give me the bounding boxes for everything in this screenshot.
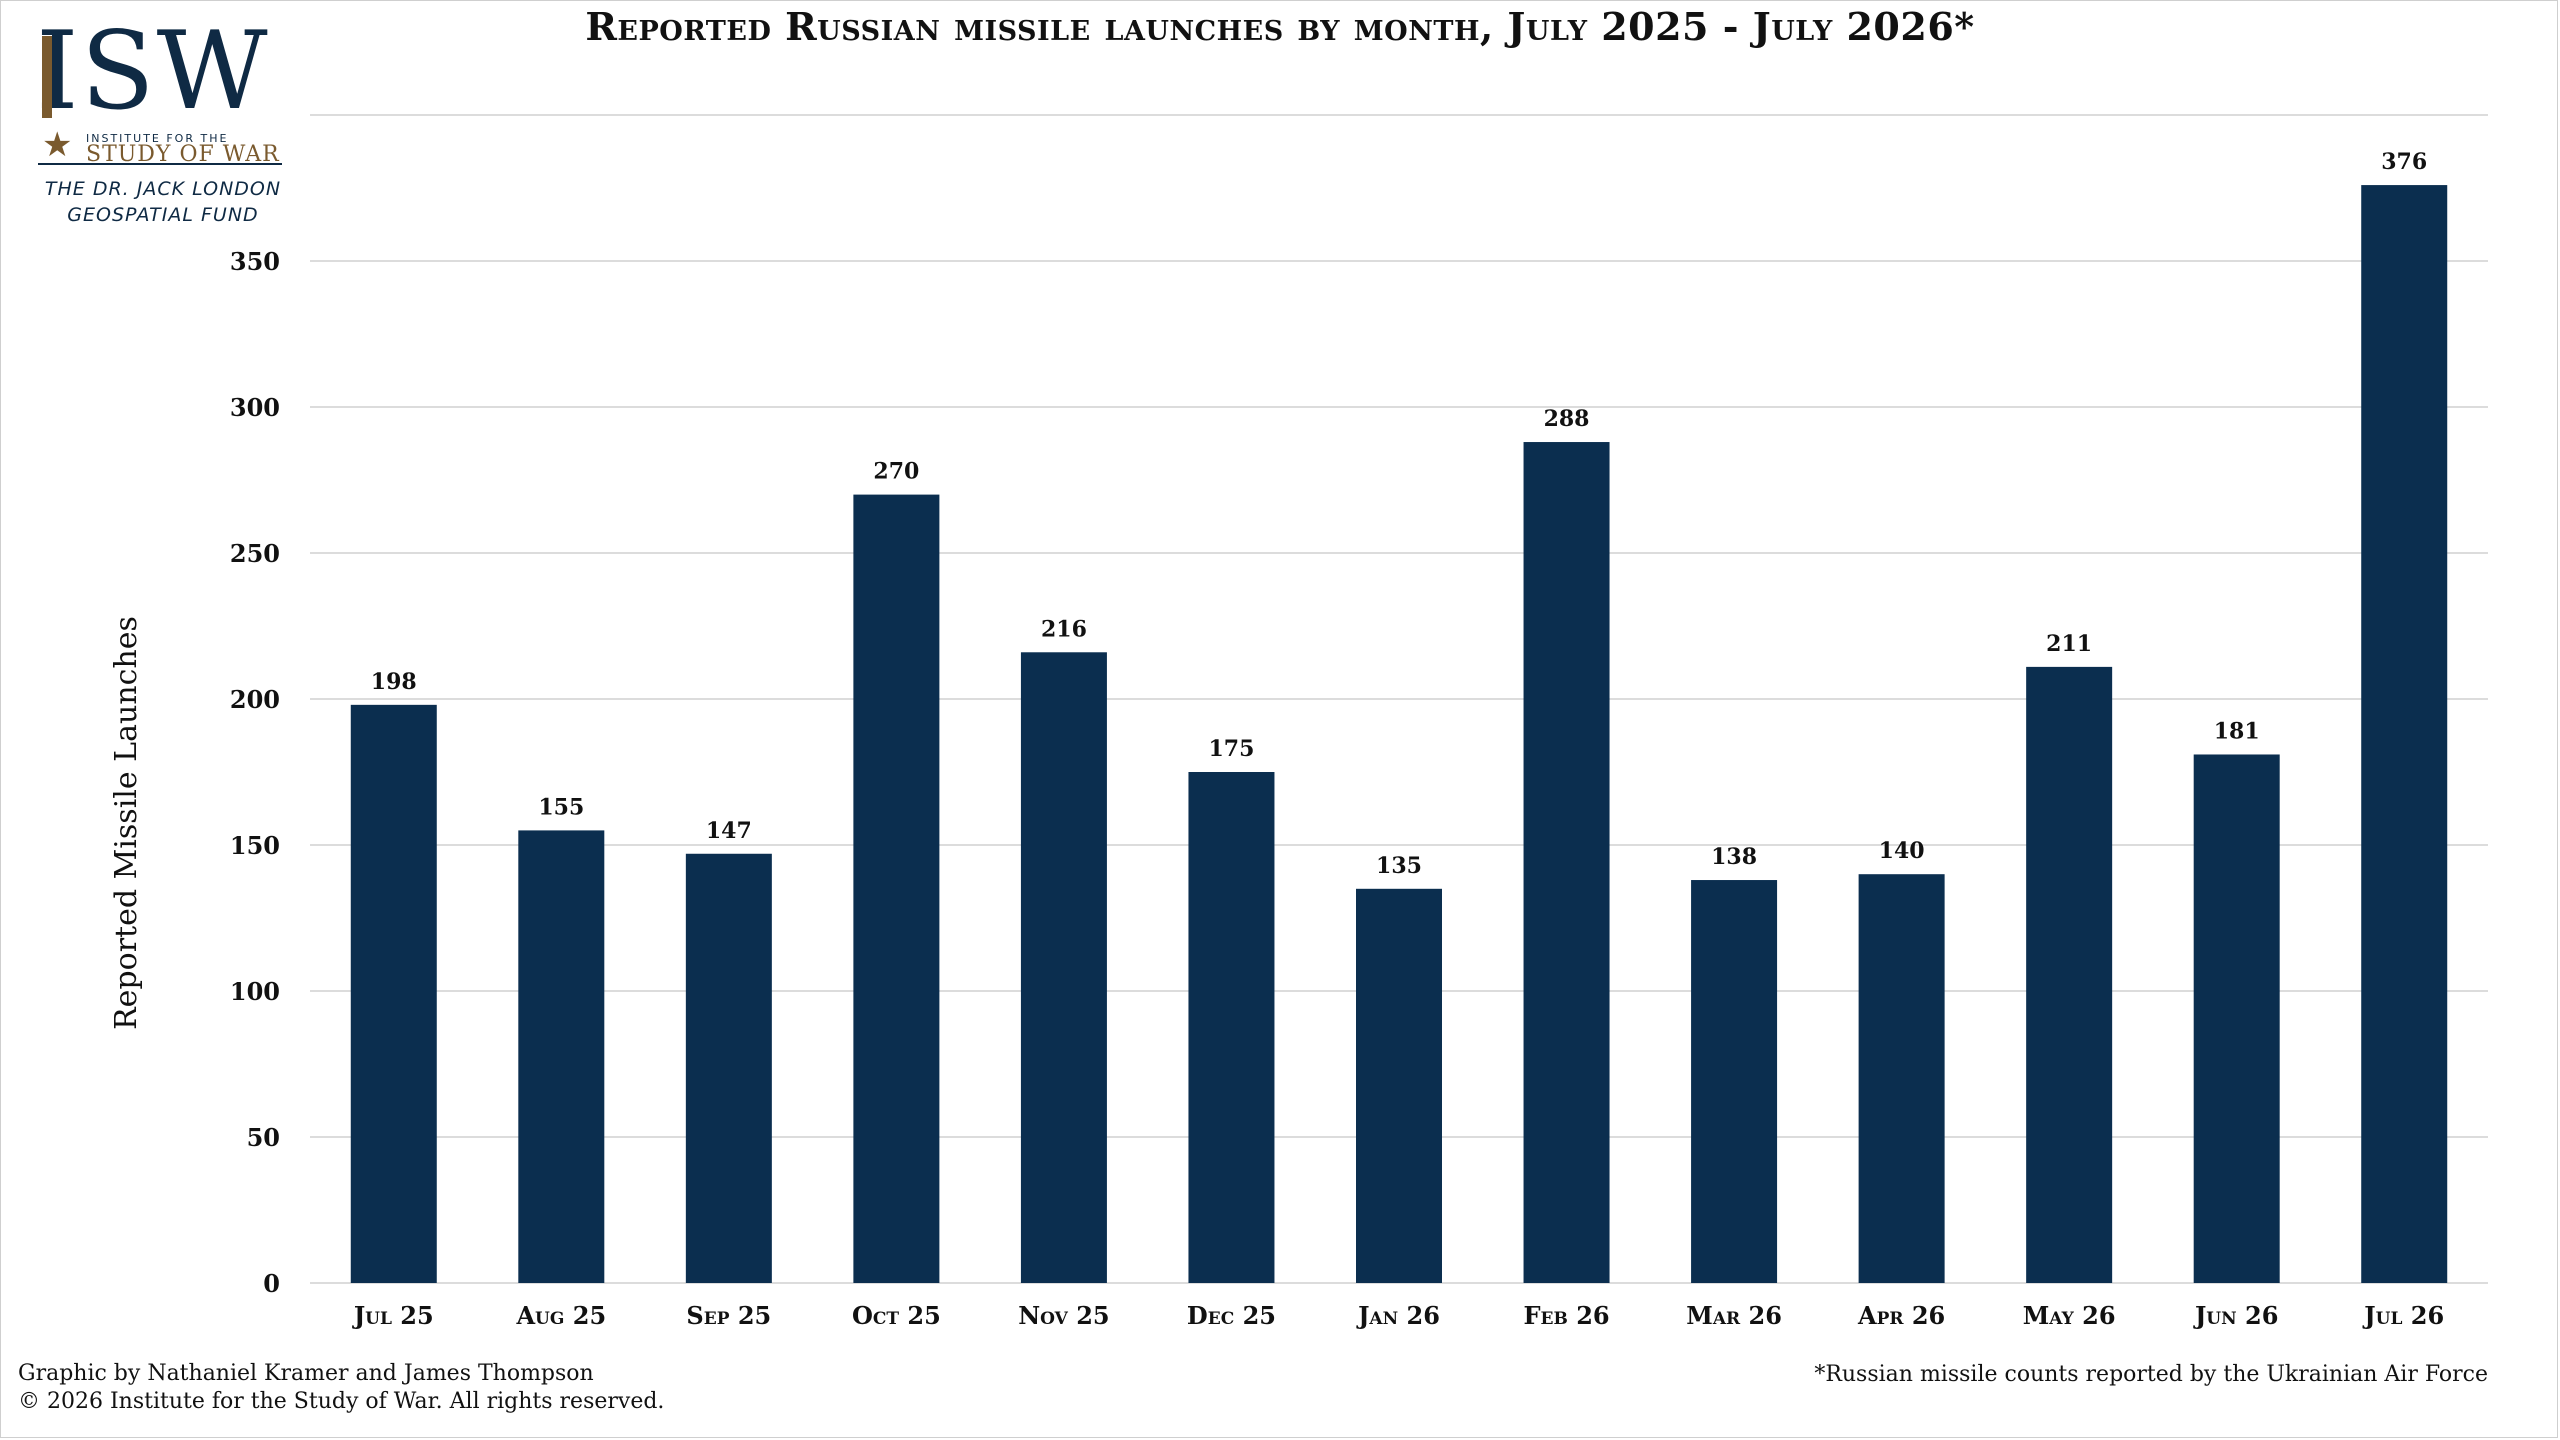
bar xyxy=(518,830,605,1283)
fund-line-2: GEOSPATIAL FUND xyxy=(67,204,259,226)
bar xyxy=(1356,888,1442,1283)
logo-divider xyxy=(38,163,282,165)
fund-line-1: THE DR. JACK LONDON xyxy=(44,178,282,200)
bar xyxy=(1858,874,1945,1283)
x-tick-label: Aug 25 xyxy=(515,1301,606,1330)
y-tick-label: 150 xyxy=(230,831,280,860)
bar-value-label: 135 xyxy=(1376,853,1422,879)
x-tick-label: Feb 26 xyxy=(1523,1301,1609,1330)
credit-line-1: Graphic by Nathaniel Kramer and James Th… xyxy=(18,1361,594,1386)
bars: 198 155 147 270 216 175 135 288 138 140 211 181 376 xyxy=(350,149,2448,1284)
footnote: *Russian missile counts reported by the … xyxy=(1814,1362,2488,1387)
fund-name: THE DR. JACK LONDON GEOSPATIAL FUND xyxy=(38,176,288,228)
x-tick-label: Mar 26 xyxy=(1686,1301,1782,1330)
y-axis: 0 50 100 150 200 250 300 350 xyxy=(230,247,280,1298)
logo-letters: ISW xyxy=(36,9,270,134)
bar-value-label: 376 xyxy=(2381,149,2427,175)
y-tick-label: 250 xyxy=(230,539,280,568)
x-axis: Jul 25 Aug 25 Sep 25 Oct 25 Nov 25 Dec 25 Jan … xyxy=(352,1301,2444,1330)
bar xyxy=(853,494,940,1284)
star-icon: ★ xyxy=(42,125,73,165)
bar xyxy=(1523,442,1610,1283)
x-tick-label: Jul 25 xyxy=(352,1301,434,1330)
bar xyxy=(685,853,772,1283)
bar-value-label: 138 xyxy=(1711,844,1757,870)
y-tick-label: 200 xyxy=(230,685,280,714)
credit: Graphic by Nathaniel Kramer and James Th… xyxy=(18,1360,664,1416)
y-tick-label: 100 xyxy=(230,977,280,1006)
bar xyxy=(2361,185,2448,1284)
x-tick-label: Jul 26 xyxy=(2362,1301,2444,1330)
x-tick-label: Apr 26 xyxy=(1857,1301,1945,1330)
bar xyxy=(1020,652,1107,1283)
bar-value-label: 216 xyxy=(1041,616,1087,642)
bar-value-label: 147 xyxy=(706,818,752,844)
bar-value-label: 175 xyxy=(1208,736,1254,762)
credit-line-2: © 2026 Institute for the Study of War. A… xyxy=(18,1389,665,1414)
x-tick-label: Sep 25 xyxy=(686,1301,771,1330)
bar-value-label: 270 xyxy=(873,459,919,485)
y-tick-label: 50 xyxy=(247,1123,280,1152)
x-tick-label: May 26 xyxy=(2023,1301,2116,1330)
x-tick-label: Dec 25 xyxy=(1187,1301,1276,1330)
chart-title: Reported Russian missile launches by mon… xyxy=(585,4,1975,49)
bar-value-label: 288 xyxy=(1544,406,1590,432)
x-tick-label: Oct 25 xyxy=(852,1301,941,1330)
isw-logo: ISW ★ INSTITUTE FOR THE STUDY OF WAR xyxy=(36,18,286,228)
x-tick-label: Jun 26 xyxy=(2193,1301,2278,1330)
bar xyxy=(1691,880,1778,1283)
bar-value-label: 155 xyxy=(538,794,584,820)
logo-bar-accent xyxy=(42,36,52,118)
y-tick-label: 300 xyxy=(230,393,280,422)
bar-value-label: 198 xyxy=(371,669,417,695)
bar xyxy=(2193,754,2280,1283)
logo-institute-text: INSTITUTE FOR THE xyxy=(86,132,229,145)
y-axis-label: Reported Missile Launches xyxy=(109,616,144,1030)
bar xyxy=(350,704,437,1283)
x-tick-label: Jan 26 xyxy=(1356,1301,1440,1330)
x-tick-label: Nov 25 xyxy=(1018,1301,1109,1330)
bar-value-label: 211 xyxy=(2046,631,2092,657)
bar-value-label: 181 xyxy=(2214,718,2260,744)
bar-value-label: 140 xyxy=(1879,838,1925,864)
logo-study-text: STUDY OF WAR xyxy=(86,142,280,167)
bar xyxy=(1188,772,1275,1283)
bar xyxy=(2026,666,2113,1283)
y-tick-label: 0 xyxy=(263,1269,280,1298)
y-tick-label: 350 xyxy=(230,247,280,276)
